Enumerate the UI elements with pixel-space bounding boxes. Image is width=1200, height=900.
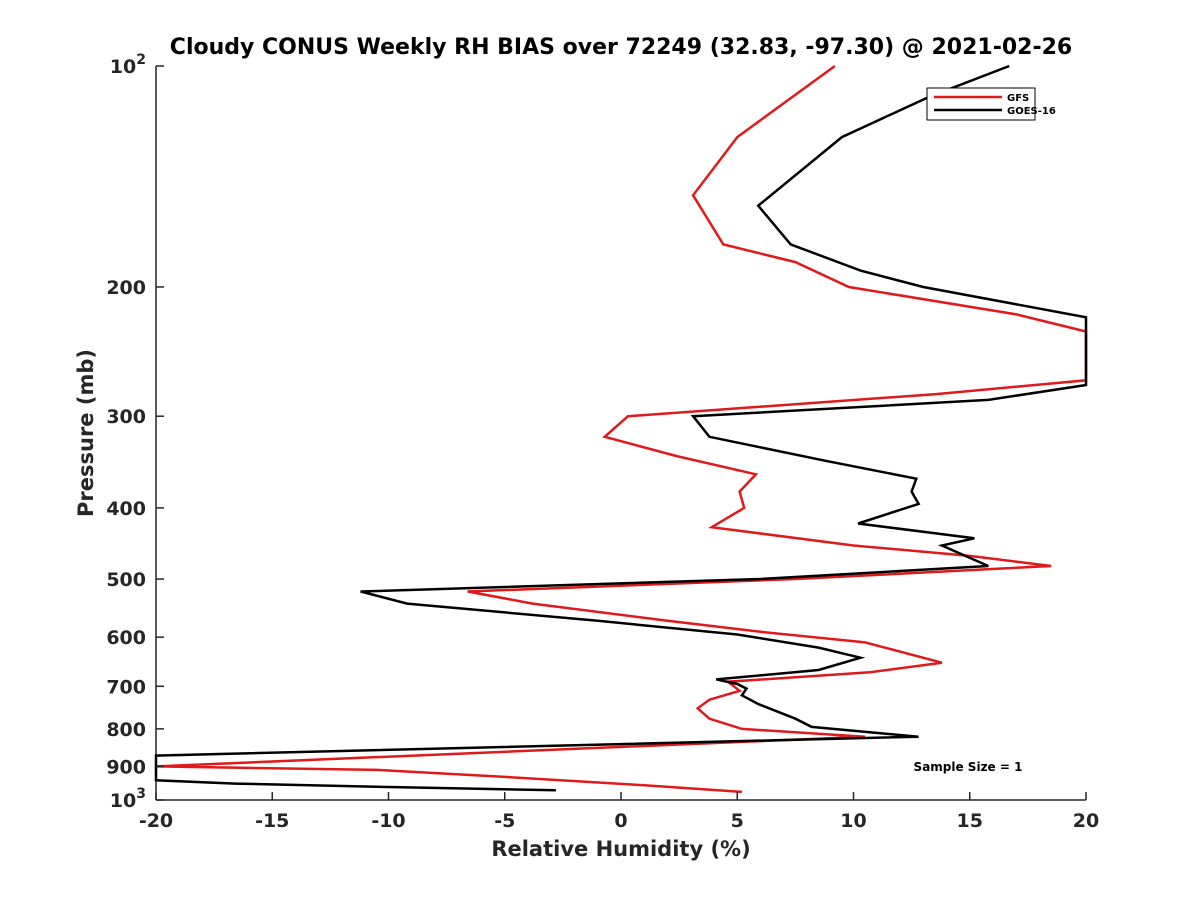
y-tick-label: 500 <box>106 569 146 591</box>
y-tick-label: 103 <box>110 786 146 812</box>
chart-title: Cloudy CONUS Weekly RH BIAS over 72249 (… <box>170 35 1072 60</box>
legend-label-goes16: GOES-16 <box>1007 106 1056 117</box>
x-tick-label: -5 <box>494 810 515 832</box>
y-tick-label: 600 <box>106 627 146 649</box>
x-tick-label: 0 <box>614 810 627 832</box>
x-tick-label: 10 <box>840 810 866 832</box>
y-tick-label: 800 <box>106 719 146 741</box>
x-tick-label: -15 <box>255 810 289 832</box>
y-tick-label: 200 <box>106 277 146 299</box>
x-tick-label: 5 <box>731 810 744 832</box>
y-tick-label: 102 <box>110 52 146 78</box>
x-tick-label: 15 <box>957 810 983 832</box>
sample-size-annotation: Sample Size = 1 <box>914 760 1023 774</box>
series-line-goes16 <box>154 64 1088 792</box>
legend-label-gfs: GFS <box>1007 93 1029 104</box>
x-axis-ticks: -20 -15 -10 -5 0 5 10 15 20 <box>139 792 1099 832</box>
series-line-gfs <box>155 64 1088 794</box>
x-tick-label: 20 <box>1073 810 1099 832</box>
y-axis-label: Pressure (mb) <box>74 349 98 517</box>
legend-box <box>926 87 1036 121</box>
y-tick-label: 700 <box>106 676 146 698</box>
plot-area <box>154 64 1088 801</box>
x-axis-label: Relative Humidity (%) <box>491 837 750 861</box>
y-tick-label: 900 <box>106 756 146 778</box>
y-tick-label: 400 <box>106 498 146 520</box>
series-layer <box>154 64 1088 794</box>
y-axis-ticks: 102 200 300 400 500 600 700 800 900 103 <box>106 52 164 812</box>
y-tick-label: 300 <box>106 406 146 428</box>
legend: GFS GOES-16 <box>926 87 1056 121</box>
x-tick-label: -10 <box>371 810 405 832</box>
x-tick-label: -20 <box>139 810 173 832</box>
